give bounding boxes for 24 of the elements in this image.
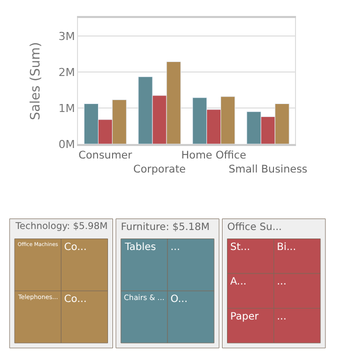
category-label: St... [230,242,250,253]
y-tick-label: 2M [58,66,75,79]
text: Office Su... [227,222,282,233]
category-label: A... [230,276,246,288]
y-tick-label: 3M [58,30,75,44]
x-tick-label: Consumer [78,150,133,162]
category-label: Chairs & ... [124,292,164,302]
category-label: Co... [64,294,87,305]
category-label: ... [276,276,286,288]
category-label: ... [276,311,286,322]
y-axis-title: Sales (Sum) [28,42,44,120]
x-tick-label: Small Business [228,163,308,176]
category-label: Paper [230,311,260,322]
category-label: ... [170,242,180,253]
x-tick-label: Corporate [133,163,186,176]
category-label: Bi... [276,242,296,253]
category-label: Co... [64,242,87,253]
text: Furniture: $5.18M [120,222,210,233]
y-tick-label: 1M [58,102,75,115]
category-label: Tables [124,242,156,253]
text: Technology: $5.98M [14,221,108,232]
x-tick-label: Home Office [181,150,246,162]
y-tick-label: 0M [58,138,75,151]
category-label: O... [170,294,188,305]
